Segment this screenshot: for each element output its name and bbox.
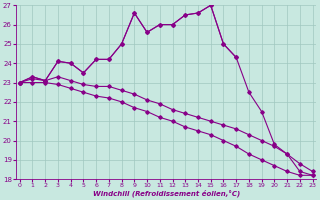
X-axis label: Windchill (Refroidissement éolien,°C): Windchill (Refroidissement éolien,°C) [92,190,240,197]
